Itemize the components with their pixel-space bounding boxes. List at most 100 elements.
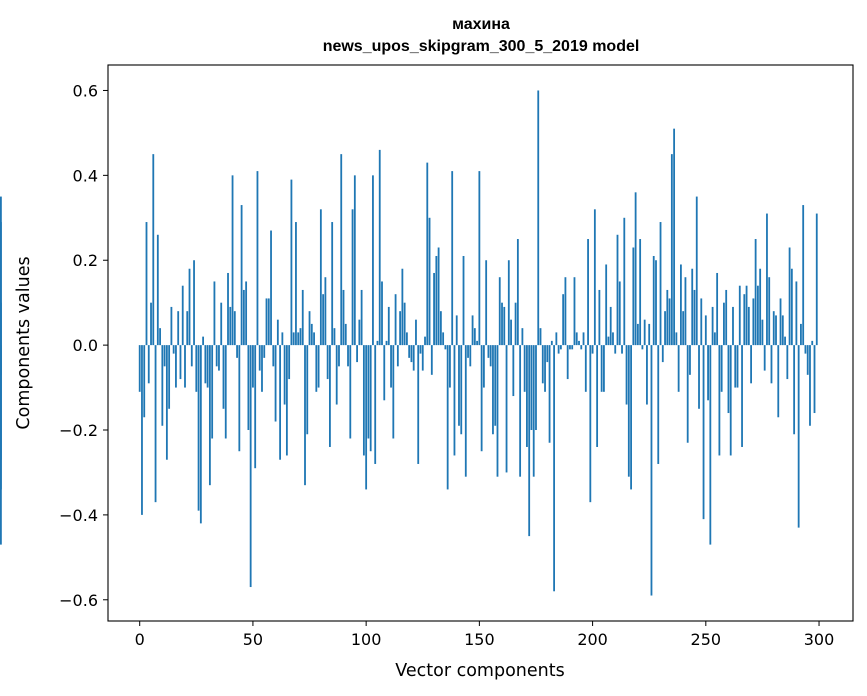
bar-49 [249, 345, 252, 588]
bar-265 [738, 285, 741, 346]
bar-224 [646, 345, 648, 405]
bar-257 [720, 345, 723, 392]
bar-210 [614, 345, 617, 354]
bar-23 [190, 345, 193, 367]
bar-64 [283, 345, 286, 405]
bar-75 [308, 311, 311, 346]
bar-59 [272, 345, 275, 367]
bar-292 [800, 323, 802, 346]
bar-165 [512, 345, 515, 397]
bar-206 [605, 264, 608, 346]
bar-61 [276, 319, 279, 346]
x-axis-ticks: 0 50 100 150 200 250 300 [135, 621, 835, 649]
bar-287 [788, 247, 791, 346]
bar-199 [589, 345, 592, 503]
bar-70 [297, 332, 300, 346]
bar-278 [768, 277, 771, 346]
bar-248 [700, 298, 703, 346]
bar-115 [399, 311, 402, 346]
bar-88 [338, 345, 340, 367]
bar-44 [238, 345, 241, 452]
bar-58 [270, 230, 272, 346]
bar-296 [809, 345, 811, 426]
bar-200 [591, 345, 594, 354]
bar-250 [704, 315, 707, 346]
bar-105 [376, 340, 379, 346]
bar-120 [410, 345, 413, 363]
bar-139 [453, 345, 456, 456]
bar-30 [206, 345, 209, 388]
bar-52 [256, 171, 259, 346]
bar-180 [546, 345, 549, 363]
bar-215 [625, 345, 628, 405]
x-tick-label: 200 [577, 630, 608, 649]
bar-229 [657, 345, 660, 464]
bar-78 [315, 345, 318, 392]
x-tick-label: 150 [464, 630, 495, 649]
bar-91 [344, 323, 347, 346]
bar-289 [793, 345, 796, 435]
bar-35 [218, 345, 220, 371]
bar-122 [415, 319, 417, 346]
bar-1 [141, 345, 143, 515]
bar-137 [449, 345, 451, 388]
bar-279 [770, 345, 773, 384]
bar-97 [358, 319, 361, 346]
bar-81 [322, 294, 325, 346]
bar-45 [240, 205, 243, 346]
bar-234 [668, 298, 671, 346]
bar-36 [220, 302, 223, 346]
bar-251 [707, 345, 709, 401]
bar-143 [462, 255, 465, 346]
bar-230 [659, 222, 662, 346]
bar-66 [288, 345, 291, 380]
y-tick-label: −0.4 [59, 506, 98, 525]
bar-263 [734, 345, 737, 388]
bar-162 [505, 345, 508, 473]
bar-274 [759, 268, 762, 346]
bar-166 [514, 302, 517, 346]
bar-280 [772, 311, 775, 346]
bar-4 [147, 345, 150, 384]
y-tick-label: −0.2 [59, 421, 98, 440]
bar-161 [503, 306, 506, 346]
bar-107 [381, 281, 383, 346]
plot-frame [107, 64, 854, 622]
bar-268 [745, 285, 748, 346]
bar-12 [165, 345, 168, 460]
bar-26 [197, 345, 200, 511]
bar-158 [496, 345, 499, 477]
bar-204 [600, 345, 603, 392]
bar-83 [326, 345, 329, 380]
bar-series [0, 90, 818, 596]
bar-212 [618, 281, 621, 346]
bar-155 [489, 345, 492, 367]
bar-32 [211, 345, 214, 439]
bar-29 [204, 345, 207, 384]
x-tick-label: 300 [804, 630, 835, 649]
bar-178 [541, 345, 544, 384]
bar-281 [775, 315, 777, 346]
bar-195 [580, 345, 583, 350]
bar-213 [621, 345, 623, 354]
bar-74 [306, 345, 309, 435]
bar-271 [752, 298, 755, 346]
bar-193 [575, 332, 578, 346]
bar-undefined [0, 345, 2, 490]
bar-223 [643, 319, 646, 346]
bar-290 [795, 281, 798, 346]
bar-41 [231, 175, 234, 346]
bar-121 [412, 345, 415, 371]
bar-156 [492, 345, 494, 435]
y-tick-label: 0.4 [73, 166, 98, 185]
bar-293 [802, 205, 805, 346]
bar-38 [224, 345, 227, 439]
bar-216 [627, 345, 630, 477]
bar-60 [274, 345, 277, 422]
bar-42 [233, 311, 236, 346]
bar-27 [199, 345, 202, 524]
bar-145 [467, 345, 469, 358]
bar-267 [743, 294, 746, 346]
bar-24 [193, 260, 195, 346]
bar-108 [383, 345, 386, 401]
